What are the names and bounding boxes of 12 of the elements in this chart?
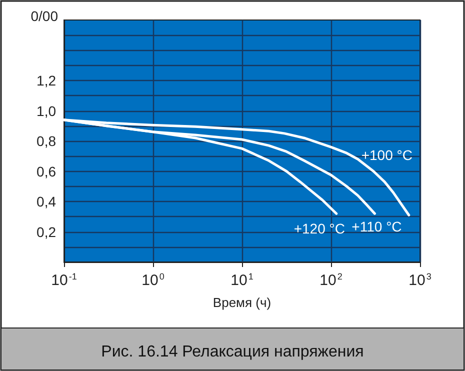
x-axis-title: Время (ч) (212, 295, 272, 310)
y-tick-label: 0,4 (36, 194, 56, 210)
series-label: +120 °C (294, 220, 345, 237)
y-tick-label: 0,6 (36, 163, 56, 180)
y-axis-title: 0/00 (30, 8, 58, 24)
series-label: +100 °C (361, 147, 412, 164)
y-tick-label: 1,0 (36, 102, 56, 119)
y-tick-label: 0,8 (36, 133, 56, 149)
text: Рис. 16.14 Релаксация напряжения (101, 344, 364, 360)
series-label: +110 °C (352, 218, 402, 235)
y-tick-label: 0,2 (36, 224, 56, 240)
y-tick-label: 1,2 (36, 72, 56, 88)
